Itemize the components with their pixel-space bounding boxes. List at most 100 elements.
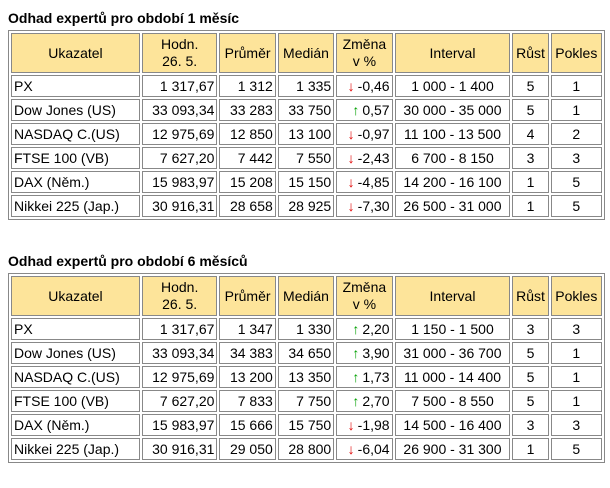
cell: 1 [550, 366, 602, 388]
cell: 3 [550, 147, 602, 169]
cell: 15 983,97 [141, 171, 218, 193]
cell: FTSE 100 (VB) [11, 390, 140, 412]
cell: 12 975,69 [141, 366, 218, 388]
header-cell: Průměr [219, 33, 276, 73]
cell: 33 283 [219, 99, 276, 121]
cell: 28 925 [277, 195, 335, 217]
change-value: -6,04 [357, 441, 390, 457]
change-arrow: ↓ [347, 174, 355, 190]
cell: 5 [512, 99, 549, 121]
cell: 34 650 [277, 342, 335, 364]
cell: 33 093,34 [141, 99, 218, 121]
change-arrow: ↓ [347, 198, 355, 214]
cell: 7 442 [219, 147, 276, 169]
data-row: Nikkei 225 (Jap.) 30 916,31 28 658 28 925 ↓ -… [11, 195, 602, 217]
change-value: 2,70 [362, 393, 390, 409]
cell: 5 [550, 195, 602, 217]
header-cell: Pokles [550, 276, 602, 316]
cell: 3 [512, 318, 549, 340]
section: Odhad expertů pro období 6 měsíců Ukazate… [8, 249, 605, 463]
change-cell: ↑ 1,73 [336, 366, 393, 388]
change-arrow: ↓ [347, 417, 355, 433]
header-cell: Změna v % [336, 33, 393, 73]
change-arrow: ↓ [347, 441, 355, 457]
cell: 28 800 [277, 438, 335, 460]
cell: 7 750 [277, 390, 335, 412]
cell: 1 [550, 99, 602, 121]
cell: 15 150 [277, 171, 335, 193]
cell: 14 500 - 16 400 [394, 414, 511, 436]
cell: 28 658 [219, 195, 276, 217]
cell: 1 317,67 [141, 75, 218, 97]
header-cell: Interval [394, 33, 511, 73]
data-row: Dow Jones (US) 33 093,34 34 383 34 650 ↑ 3,90… [11, 342, 602, 364]
change-value: -7,30 [357, 198, 390, 214]
change-arrow: ↓ [347, 78, 355, 94]
change-value: 3,90 [362, 345, 390, 361]
header-cell: Růst [512, 276, 549, 316]
header-cell: Medián [277, 276, 335, 316]
change-value: -0,46 [357, 78, 390, 94]
cell: 30 916,31 [141, 438, 218, 460]
change-cell: ↓ -6,04 [336, 438, 393, 460]
section-title: Odhad expertů pro období 1 měsíc [8, 10, 240, 26]
cell: 13 100 [277, 123, 335, 145]
cell: 1 000 - 1 400 [394, 75, 511, 97]
data-row: PX 1 317,67 1 312 1 335 ↓ -0,46 1 000 - 1 400 5… [11, 75, 602, 97]
change-cell: ↓ -0,97 [336, 123, 393, 145]
header-cell: Průměr [219, 276, 276, 316]
cell: 33 093,34 [141, 342, 218, 364]
header-cell: Pokles [550, 33, 602, 73]
cell: 5 [512, 342, 549, 364]
cell: 2 [550, 123, 602, 145]
data-table: Ukazatel Hodn. 26. 5. Průměr Medián Změna v % I… [8, 273, 605, 463]
data-row: FTSE 100 (VB) 7 627,20 7 442 7 550 ↓ -2,43 6 7… [11, 147, 602, 169]
cell: 12 975,69 [141, 123, 218, 145]
cell: 5 [512, 75, 549, 97]
change-cell: ↓ -2,43 [336, 147, 393, 169]
change-value: 1,73 [362, 369, 390, 385]
cell: 34 383 [219, 342, 276, 364]
change-value: -0,97 [357, 126, 390, 142]
change-value: 0,57 [362, 102, 390, 118]
change-value: 2,20 [362, 321, 390, 337]
cell: 5 [550, 171, 602, 193]
cell: 7 627,20 [141, 147, 218, 169]
change-cell: ↑ 0,57 [336, 99, 393, 121]
change-cell: ↑ 2,70 [336, 390, 393, 412]
data-row: NASDAQ C.(US) 12 975,69 12 850 13 100 ↓ -0,97… [11, 123, 602, 145]
data-row: NASDAQ C.(US) 12 975,69 13 200 13 350 ↑ 1,73 1… [11, 366, 602, 388]
change-arrow: ↓ [347, 150, 355, 166]
cell: 1 330 [277, 318, 335, 340]
cell: 3 [512, 414, 549, 436]
header-cell: Interval [394, 276, 511, 316]
section: Odhad expertů pro období 1 měsíc Ukazatel… [8, 6, 605, 220]
header-cell: Ukazatel [11, 33, 140, 73]
cell: 15 983,97 [141, 414, 218, 436]
cell: 1 [512, 438, 549, 460]
cell: 7 500 - 8 550 [394, 390, 511, 412]
cell: 11 100 - 13 500 [394, 123, 511, 145]
cell: 7 833 [219, 390, 276, 412]
data-row: Nikkei 225 (Jap.) 30 916,31 29 050 28 800 ↓ -… [11, 438, 602, 460]
cell: NASDAQ C.(US) [11, 366, 140, 388]
cell: 7 627,20 [141, 390, 218, 412]
data-row: Dow Jones (US) 33 093,34 33 283 33 750 ↑ 0,57… [11, 99, 602, 121]
cell: 12 850 [219, 123, 276, 145]
cell: 33 750 [277, 99, 335, 121]
cell: Nikkei 225 (Jap.) [11, 195, 140, 217]
cell: 26 900 - 31 300 [394, 438, 511, 460]
change-value: -2,43 [357, 150, 390, 166]
cell: FTSE 100 (VB) [11, 147, 140, 169]
cell: 6 700 - 8 150 [394, 147, 511, 169]
change-arrow: ↑ [352, 345, 360, 361]
cell: 15 666 [219, 414, 276, 436]
header-cell: Hodn. 26. 5. [141, 276, 218, 316]
change-arrow: ↑ [352, 102, 360, 118]
cell: 1 [550, 75, 602, 97]
header-cell: Změna v % [336, 276, 393, 316]
cell: 5 [512, 390, 549, 412]
cell: 30 000 - 35 000 [394, 99, 511, 121]
cell: 30 916,31 [141, 195, 218, 217]
cell: 11 000 - 14 400 [394, 366, 511, 388]
